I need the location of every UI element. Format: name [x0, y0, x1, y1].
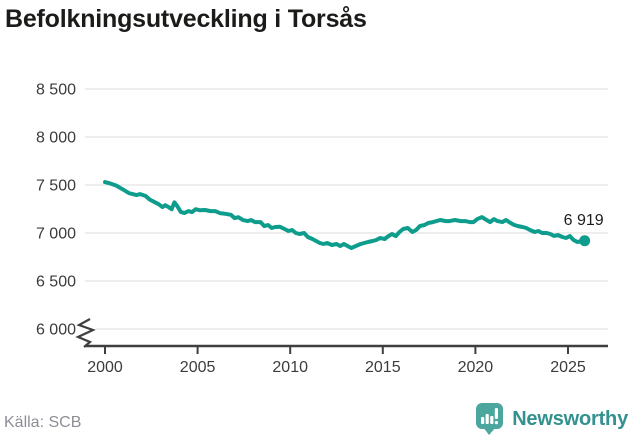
newsworthy-brand[interactable]: Newsworthy: [475, 402, 628, 437]
x-axis-tick-label: 2005: [180, 359, 216, 376]
newsworthy-logo-icon: [476, 403, 504, 435]
population-line-chart: 8 500 8 000 7 500 7 000 6 500 6 000 2000 2005 20…: [36, 82, 608, 376]
x-axis-tick-label: 2020: [458, 359, 494, 376]
latest-value-label: 6 919: [564, 212, 604, 229]
x-axis-tick-label: 2015: [365, 359, 401, 376]
newsworthy-wordmark: Newsworthy: [512, 408, 628, 430]
axis-break-icon: [75, 318, 96, 348]
y-axis-tick-label: 7 000: [36, 226, 76, 243]
x-axis-tick-label: 2000: [87, 359, 123, 376]
y-axis-tick-label: 6 000: [36, 322, 76, 339]
x-axis-tick-label: 2010: [272, 359, 308, 376]
source-label: Källa: SCB: [4, 414, 82, 431]
page-title: Befolkningsutveckling i Torsås: [5, 5, 367, 33]
y-axis-tick-label: 8 000: [36, 130, 76, 147]
y-axis-tick-label: 6 500: [36, 274, 76, 291]
x-axis-tick-label: 2025: [550, 359, 586, 376]
y-axis-tick-label: 8 500: [36, 82, 76, 99]
latest-value-marker: [579, 235, 591, 247]
y-axis-tick-label: 7 500: [36, 178, 76, 195]
population-series-line: [103, 180, 587, 250]
